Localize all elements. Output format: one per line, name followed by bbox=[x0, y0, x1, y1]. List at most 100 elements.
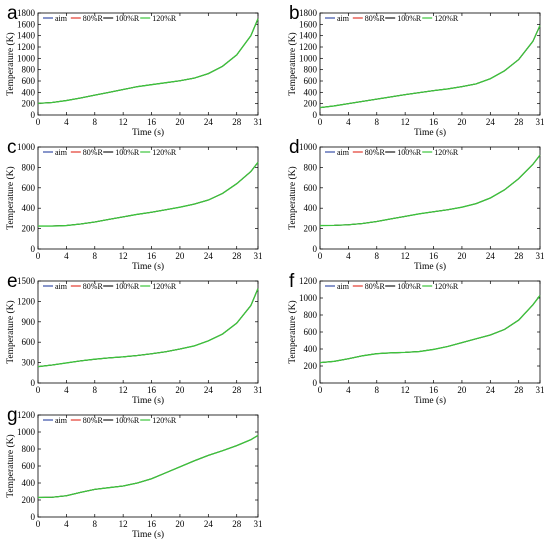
y-tick-label: 1200 bbox=[17, 42, 36, 52]
series-line-80pctr bbox=[37, 288, 259, 368]
y-tick-label: 200 bbox=[304, 361, 318, 371]
y-tick-label: 1500 bbox=[17, 276, 36, 286]
x-axis-label: Time (s) bbox=[414, 395, 446, 406]
x-tick-label: 0 bbox=[36, 117, 41, 127]
x-tick-label: 16 bbox=[147, 251, 157, 261]
x-tick-label: 31 bbox=[254, 519, 263, 529]
y-tick-label: 0 bbox=[313, 244, 318, 254]
x-tick-label: 28 bbox=[232, 385, 242, 395]
y-tick-label: 1200 bbox=[299, 42, 318, 52]
y-tick-label: 800 bbox=[22, 65, 36, 75]
series-line-80pctr bbox=[319, 295, 541, 364]
y-tick-label: 1200 bbox=[17, 410, 36, 420]
y-tick-label: 200 bbox=[304, 99, 318, 109]
legend-entry: 120%R bbox=[434, 282, 459, 291]
axes-frame bbox=[37, 280, 259, 384]
y-tick-label: 600 bbox=[22, 183, 36, 193]
series-line-aim bbox=[37, 434, 259, 498]
x-tick-label: 24 bbox=[204, 519, 214, 529]
y-tick-label: 1800 bbox=[17, 8, 36, 18]
series-line-aim bbox=[319, 295, 541, 364]
x-tick-label: 4 bbox=[346, 385, 351, 395]
y-tick-label: 1000 bbox=[299, 53, 318, 63]
x-tick-label: 31 bbox=[536, 385, 545, 395]
legend-entry: 100%R bbox=[115, 148, 140, 157]
legend-entry: aim bbox=[55, 148, 68, 157]
legend-entry: 120%R bbox=[152, 148, 177, 157]
series-line-100pctr bbox=[37, 434, 259, 498]
x-tick-label: 0 bbox=[36, 385, 41, 395]
x-tick-label: 4 bbox=[64, 251, 69, 261]
x-tick-label: 31 bbox=[254, 385, 263, 395]
y-tick-label: 600 bbox=[304, 183, 318, 193]
x-tick-label: 4 bbox=[64, 117, 69, 127]
y-tick-label: 400 bbox=[22, 478, 36, 488]
x-tick-label: 0 bbox=[318, 385, 323, 395]
x-tick-label: 8 bbox=[93, 251, 98, 261]
x-tick-label: 0 bbox=[318, 117, 323, 127]
y-tick-label: 800 bbox=[304, 65, 318, 75]
x-axis-label: Time (s) bbox=[414, 261, 446, 272]
y-tick-label: 600 bbox=[304, 76, 318, 86]
panel-letter: a bbox=[7, 3, 18, 24]
x-tick-label: 24 bbox=[204, 385, 214, 395]
y-tick-label: 400 bbox=[304, 344, 318, 354]
y-tick-label: 800 bbox=[22, 444, 36, 454]
y-tick-label: 400 bbox=[22, 203, 36, 213]
x-tick-label: 4 bbox=[64, 385, 69, 395]
series-line-120pctr bbox=[319, 154, 541, 227]
series-line-100pctr bbox=[37, 288, 259, 368]
legend-entry: 100%R bbox=[397, 14, 422, 23]
y-tick-label: 300 bbox=[22, 358, 36, 368]
series-line-100pctr bbox=[319, 25, 541, 109]
x-tick-label: 12 bbox=[119, 251, 128, 261]
y-tick-label: 800 bbox=[304, 310, 318, 320]
x-tick-label: 4 bbox=[346, 251, 351, 261]
x-tick-label: 12 bbox=[401, 251, 410, 261]
x-tick-label: 28 bbox=[232, 117, 242, 127]
x-tick-label: 16 bbox=[147, 519, 157, 529]
series-line-aim bbox=[37, 18, 259, 104]
x-tick-label: 16 bbox=[147, 385, 157, 395]
series-line-120pctr bbox=[37, 288, 259, 368]
x-tick-label: 4 bbox=[346, 117, 351, 127]
panel-letter: d bbox=[289, 137, 300, 158]
y-tick-label: 0 bbox=[31, 110, 36, 120]
y-tick-label: 0 bbox=[313, 110, 318, 120]
y-tick-label: 200 bbox=[22, 495, 36, 505]
legend-entry: 120%R bbox=[152, 282, 177, 291]
x-tick-label: 12 bbox=[119, 385, 128, 395]
x-tick-label: 28 bbox=[232, 519, 242, 529]
axes-frame bbox=[319, 12, 541, 116]
series-line-120pctr bbox=[319, 295, 541, 364]
series-line-80pctr bbox=[38, 161, 259, 227]
x-tick-label: 20 bbox=[175, 117, 185, 127]
panel-g: g 0 4 8 12 16 20 24 28 31 0 200 400 600 800 1000 1200 Tim… bbox=[5, 405, 263, 539]
series-line-80pctr bbox=[37, 434, 259, 498]
x-tick-label: 20 bbox=[457, 117, 467, 127]
legend-entry: 100%R bbox=[115, 14, 140, 23]
x-tick-label: 31 bbox=[536, 251, 545, 261]
series-line-80pctr bbox=[319, 154, 541, 227]
y-tick-label: 1000 bbox=[17, 142, 36, 152]
x-tick-label: 0 bbox=[36, 519, 41, 529]
y-tick-label: 800 bbox=[22, 162, 36, 172]
series-line-100pctr bbox=[37, 18, 259, 104]
y-tick-label: 1800 bbox=[299, 8, 318, 18]
x-tick-label: 24 bbox=[486, 385, 496, 395]
x-tick-label: 24 bbox=[204, 117, 214, 127]
y-tick-label: 600 bbox=[22, 76, 36, 86]
y-tick-label: 200 bbox=[22, 224, 36, 234]
series-line-100pctr bbox=[319, 295, 541, 364]
x-tick-label: 20 bbox=[175, 385, 185, 395]
legend-entry: 80%R bbox=[365, 14, 386, 23]
series-line-80pctr bbox=[37, 18, 259, 104]
series-line-120pctr bbox=[37, 434, 259, 499]
y-tick-label: 400 bbox=[22, 87, 36, 97]
legend-entry: 120%R bbox=[152, 416, 177, 425]
legend-entry: aim bbox=[337, 148, 350, 157]
x-tick-label: 0 bbox=[36, 251, 41, 261]
panel-d: d 0 4 8 12 16 20 24 28 31 0 200 400 600 800 1000 Time (s… bbox=[287, 137, 545, 272]
x-tick-label: 24 bbox=[486, 251, 496, 261]
